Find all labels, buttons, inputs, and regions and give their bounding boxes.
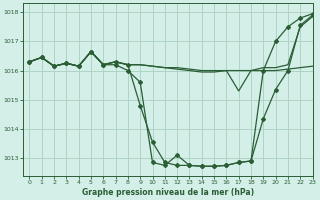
- X-axis label: Graphe pression niveau de la mer (hPa): Graphe pression niveau de la mer (hPa): [82, 188, 254, 197]
